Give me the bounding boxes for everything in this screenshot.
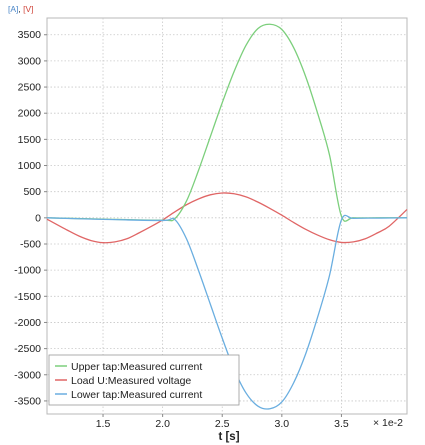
y-unit-label-2: [V] <box>23 4 33 14</box>
x-tick-label: 3.5 <box>334 418 349 430</box>
y-tick-label: 0 <box>35 212 41 224</box>
legend-label: Upper tap:Measured current <box>71 361 202 373</box>
y-unit-label-0: [A] <box>8 4 18 14</box>
legend-label: Lower tap:Measured current <box>71 389 202 401</box>
y-axis-units: [A], [V] <box>8 4 34 14</box>
y-axis: 3500 3000 2500 2000 1500 1000 500 0 -500 -1000 -15… <box>14 29 47 407</box>
x-axis: 1.5 2.0 2.5 3.0 3.5 <box>96 414 349 430</box>
x-tick-label: 2.5 <box>215 418 230 430</box>
y-tick-label: -2500 <box>14 343 41 355</box>
x-axis-label: t [s] <box>218 431 239 443</box>
x-tick-label: 1.5 <box>96 418 111 430</box>
y-tick-label: 1000 <box>18 160 42 172</box>
y-tick-label: 3500 <box>18 29 42 41</box>
y-tick-label: -2000 <box>14 317 41 329</box>
y-tick-label: -1000 <box>14 265 41 277</box>
y-tick-label: 2000 <box>18 108 42 120</box>
y-tick-label: -1500 <box>14 291 41 303</box>
x-tick-label: 3.0 <box>275 418 290 430</box>
y-tick-label: -3500 <box>14 395 41 407</box>
legend-label: Load U:Measured voltage <box>71 375 191 387</box>
y-tick-label: -3000 <box>14 369 41 381</box>
y-unit-label-1: , <box>18 4 23 14</box>
x-multiplier: × 1e-2 <box>373 417 403 429</box>
y-tick-label: 500 <box>23 186 41 198</box>
series-line-load-u-measured-voltage <box>46 192 408 244</box>
legend: Upper tap:Measured current Load U:Measure… <box>48 354 240 406</box>
x-tick-label: 2.0 <box>155 418 170 430</box>
legend-box <box>48 354 240 406</box>
series-layer <box>46 23 408 410</box>
y-tick-label: 3000 <box>18 55 42 67</box>
series-line-lower-tap-measured-current <box>46 214 408 410</box>
series-line-upper-tap-measured-current <box>46 23 407 222</box>
y-tick-label: 2500 <box>18 82 42 94</box>
y-tick-label: 1500 <box>18 134 42 146</box>
y-tick-label: -500 <box>20 238 41 250</box>
